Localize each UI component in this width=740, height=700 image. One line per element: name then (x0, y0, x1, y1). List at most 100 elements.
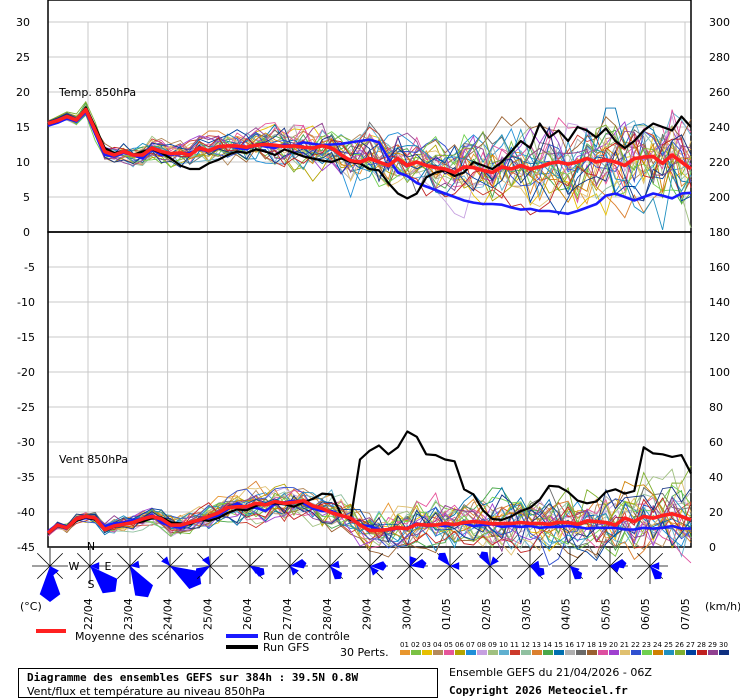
wind-rose-spoke (276, 552, 291, 567)
legend-pert-number: 06 (455, 641, 464, 649)
wind-rose-petal (130, 566, 153, 598)
wind-rose-petal (90, 566, 118, 594)
wind-rose-spoke (76, 565, 91, 580)
legend-pert-number: 21 (620, 641, 629, 649)
wind-rose-spoke (529, 552, 544, 567)
legend-pert-swatch (653, 650, 663, 655)
wind-rose-petal (437, 552, 450, 566)
wind-right-tick: 140 (709, 296, 730, 309)
temp-mean-line (47, 107, 693, 175)
wind-rose-petal (161, 556, 170, 566)
wind-rose-spoke (209, 552, 224, 567)
wind-rose-spoke (276, 565, 291, 580)
temp-right-tick: 240 (709, 121, 730, 134)
temp-right-tick: 260 (709, 86, 730, 99)
legend-gfs-label: Run GFS (263, 641, 309, 654)
legend-mean-label: Moyenne des scénarios (75, 630, 204, 643)
wind-rose-petal (490, 556, 499, 566)
wind-rose-spoke (516, 565, 531, 580)
legend-pert-number: 28 (697, 641, 706, 649)
legend-pert-swatch (587, 650, 597, 655)
wind-rose-spoke (49, 552, 64, 567)
wind-rose (512, 548, 548, 584)
legend-perts-label: 30 Perts. (340, 646, 389, 659)
wind-rose-spoke (409, 565, 424, 580)
wind-rose-petal (370, 561, 387, 571)
wind-rose (232, 548, 268, 584)
wind-roses (32, 548, 668, 602)
legend-pert-swatch (697, 650, 707, 655)
wind-rose-spoke (569, 552, 584, 567)
date-label: 01/05 (440, 598, 453, 630)
legend-pert-swatch (477, 650, 487, 655)
wind-rose-petal (610, 565, 620, 573)
wind-right-tick: 0 (709, 541, 716, 554)
chart-title: Diagramme des ensembles GEFS sur 384h : … (27, 671, 359, 684)
wind-rose (112, 548, 153, 598)
legend-pert-number: 05 (444, 641, 453, 649)
wind-rose-petal (130, 560, 140, 569)
wind-rose-petal (409, 556, 417, 566)
date-label: 25/04 (201, 598, 214, 630)
copyright: Copyright 2026 Meteociel.fr (449, 684, 628, 697)
wind-rose-spoke (369, 552, 384, 567)
legend-pert-swatch (675, 650, 685, 655)
wind-panel-label: Vent 850hPa (59, 453, 128, 466)
wind-rose-petal (202, 556, 210, 566)
wind-left-tick: -15 (17, 331, 35, 344)
legend-pert-number: 11 (510, 641, 519, 649)
legend-pert-swatch (433, 650, 443, 655)
legend-pert-number: 17 (576, 641, 585, 649)
wind-right-tick: 40 (709, 471, 723, 484)
wind-rose-petal (370, 566, 379, 576)
legend-pert-number: 20 (609, 641, 618, 649)
wind-rose-spoke (396, 565, 411, 580)
wind-rose-spoke (476, 565, 491, 580)
wind-rose-spoke (449, 552, 464, 567)
wind-rose-spoke (649, 552, 664, 567)
date-label: 02/05 (480, 598, 493, 630)
legend-pert-swatch (499, 650, 509, 655)
wind-mean-line (46, 498, 692, 535)
wind-rose-spoke (316, 565, 331, 580)
chart-labels: Temp. 850hPa Vent 850hPa 22/04 23/04 24/04 25… (20, 86, 740, 630)
date-label: 03/05 (520, 598, 533, 630)
compass-w: W (69, 560, 80, 573)
legend-pert-number: 09 (488, 641, 497, 649)
wind-rose-spoke (169, 552, 184, 567)
right-unit-label: (km/h) (705, 600, 740, 613)
wind-rose-spoke (36, 565, 51, 580)
chart-legend: Moyenne des scénarios Run de contrôleRun … (36, 629, 729, 659)
wind-rose-spoke (116, 565, 131, 580)
wind-rose-spoke (596, 565, 611, 580)
wind-rose (72, 548, 118, 594)
wind-right-tick: 20 (709, 506, 723, 519)
wind-rose-spoke (209, 565, 224, 580)
compass-e: E (105, 560, 112, 573)
date-label: 30/04 (400, 598, 413, 630)
legend-pert-number: 08 (477, 641, 486, 649)
legend-pert-number: 07 (466, 641, 475, 649)
wind-rose-spoke (156, 565, 171, 580)
legend-control-swatch (226, 634, 258, 638)
temp-right-tick: 180 (709, 226, 730, 239)
wind-rose (352, 548, 388, 584)
temp-right-tick: 280 (709, 51, 730, 64)
wind-rose (472, 548, 508, 584)
legend-pert-number: 29 (708, 641, 717, 649)
legend-pert-number: 27 (686, 641, 695, 649)
legend-pert-swatch (488, 650, 498, 655)
legend-pert-number: 22 (631, 641, 640, 649)
legend-pert-swatch (631, 650, 641, 655)
date-label: 23/04 (122, 598, 135, 630)
title-box: Diagramme des ensembles GEFS sur 384h : … (18, 668, 438, 698)
temp-left-tick: 30 (16, 16, 30, 29)
temp-left-tick: 5 (23, 191, 30, 204)
legend-pert-number: 30 (719, 641, 728, 649)
wind-rose-petal (479, 551, 490, 566)
wind-rose (192, 548, 228, 584)
wind-left-tick: -10 (17, 296, 35, 309)
wind-rose-spoke (436, 565, 451, 580)
wind-left-tick: -40 (17, 506, 35, 519)
